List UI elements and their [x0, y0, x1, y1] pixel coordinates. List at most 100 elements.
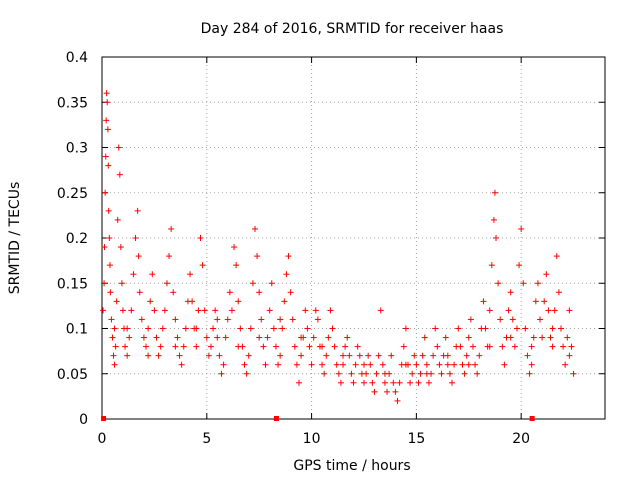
- data-point: [390, 379, 397, 386]
- data-point: [101, 244, 108, 251]
- data-point: [176, 352, 183, 359]
- data-point: [438, 370, 445, 377]
- data-point: [116, 171, 123, 178]
- data-point: [126, 334, 133, 341]
- data-point: [237, 325, 244, 332]
- data-point: [205, 352, 212, 359]
- data-point: [381, 379, 388, 386]
- data-point: [197, 235, 204, 241]
- data-point: [102, 153, 109, 160]
- data-point: [312, 307, 319, 314]
- data-point: [331, 343, 338, 350]
- data-point: [415, 379, 422, 386]
- data-point: [102, 189, 109, 196]
- data-point: [534, 280, 541, 287]
- data-point: [463, 352, 470, 359]
- data-point: [486, 307, 493, 314]
- data-point: [394, 397, 401, 404]
- data-point: [245, 352, 252, 359]
- data-point: [310, 334, 317, 341]
- data-point: [114, 216, 121, 223]
- data-point: [442, 334, 449, 341]
- data-point: [277, 316, 284, 323]
- data-point: [104, 99, 111, 106]
- data-point: [396, 379, 403, 386]
- x-tick-labels: 0 5 10 15 20: [98, 431, 531, 447]
- data-point: [249, 280, 256, 287]
- data-point: [417, 370, 424, 377]
- zero-marker: [529, 416, 535, 421]
- data-point: [342, 343, 349, 350]
- data-point: [549, 343, 556, 350]
- data-point: [277, 352, 284, 359]
- y-tick-label: 0: [79, 412, 88, 428]
- data-point: [367, 361, 374, 368]
- data-point: [369, 379, 376, 386]
- data-point: [187, 271, 194, 278]
- data-point: [547, 334, 554, 341]
- data-point: [356, 352, 363, 359]
- y-tick-label: 0.05: [57, 367, 88, 383]
- data-point: [476, 352, 483, 359]
- data-point: [105, 162, 112, 169]
- data-point: [243, 370, 250, 377]
- y-axis-label: SRMTID / TECUs: [7, 182, 23, 295]
- x-axis-label: GPS time / hours: [293, 458, 410, 474]
- data-point: [108, 316, 115, 323]
- data-point: [258, 316, 265, 323]
- y-tick-label: 0.1: [66, 322, 88, 338]
- data-point: [352, 361, 359, 368]
- x-tick-label: 20: [512, 431, 530, 447]
- data-points: [100, 90, 577, 404]
- data-point: [444, 361, 451, 368]
- data-point: [298, 334, 305, 341]
- data-point: [256, 289, 263, 296]
- data-point: [409, 370, 416, 377]
- data-point: [384, 388, 391, 395]
- data-point: [375, 352, 382, 359]
- data-point: [566, 307, 573, 314]
- y-tick-label: 0.3: [66, 141, 88, 157]
- data-point: [110, 352, 117, 359]
- data-point: [467, 316, 474, 323]
- data-point: [235, 298, 242, 305]
- data-point: [432, 325, 439, 332]
- data-point: [268, 280, 275, 287]
- data-point: [216, 352, 223, 359]
- data-point: [392, 388, 399, 395]
- data-point: [178, 361, 185, 368]
- chart-title: Day 284 of 2016, SRMTID for receiver haa…: [201, 21, 504, 37]
- data-point: [388, 352, 395, 359]
- data-point: [135, 253, 142, 260]
- data-point: [210, 325, 217, 332]
- data-point: [264, 334, 271, 341]
- data-point: [166, 253, 173, 260]
- data-point: [256, 334, 263, 341]
- data-point: [377, 307, 384, 314]
- data-point: [155, 352, 162, 359]
- data-point: [113, 298, 120, 305]
- data-point: [501, 361, 508, 368]
- data-point: [465, 361, 472, 368]
- data-point: [103, 90, 110, 97]
- data-point: [109, 334, 116, 341]
- data-point: [497, 316, 504, 323]
- data-point: [549, 325, 556, 332]
- data-point: [130, 271, 137, 278]
- data-point: [115, 144, 122, 151]
- data-point: [379, 361, 386, 368]
- data-point: [518, 225, 525, 232]
- data-point: [365, 352, 372, 359]
- data-point: [449, 379, 456, 386]
- data-point: [516, 262, 523, 269]
- data-point: [344, 334, 351, 341]
- data-point: [402, 325, 409, 332]
- data-point: [325, 334, 332, 341]
- data-point: [539, 334, 546, 341]
- data-point: [136, 289, 143, 296]
- data-point: [203, 334, 210, 341]
- data-point: [570, 370, 577, 377]
- data-point: [260, 343, 267, 350]
- data-point: [266, 307, 273, 314]
- data-point: [555, 289, 562, 296]
